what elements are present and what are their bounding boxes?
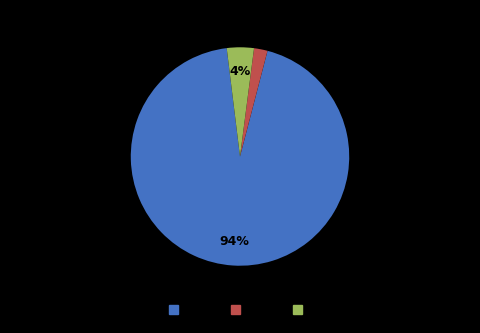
Legend: , , : , ,: [163, 300, 317, 321]
Wedge shape: [240, 48, 267, 157]
Wedge shape: [227, 47, 254, 157]
Text: 4%: 4%: [229, 65, 251, 78]
Text: 94%: 94%: [219, 235, 249, 248]
Wedge shape: [131, 48, 349, 266]
